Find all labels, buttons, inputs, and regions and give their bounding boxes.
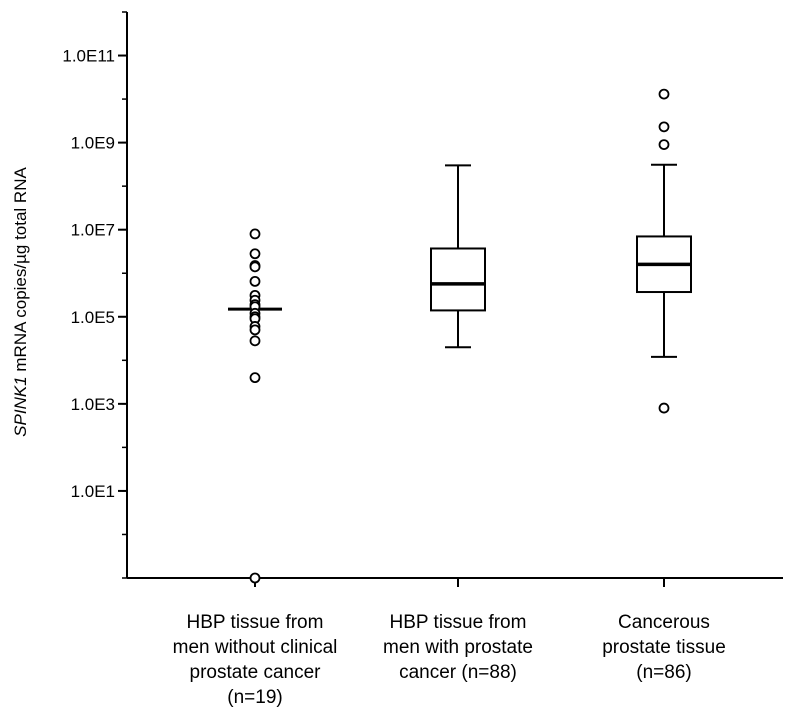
outlier-point bbox=[658, 88, 670, 100]
x-category-label-line: men with prostate bbox=[383, 637, 533, 658]
x-category-label-line: (n=19) bbox=[227, 687, 282, 708]
outlier-point bbox=[249, 261, 261, 273]
x-category-label: HBP tissue from men without clinical prost… bbox=[173, 612, 338, 708]
outlier-point bbox=[658, 139, 670, 151]
y-tick-label: 1.0E11 bbox=[62, 47, 115, 66]
y-tick-label: 1.0E5 bbox=[71, 308, 115, 327]
box-group bbox=[636, 88, 692, 414]
y-tick-label: 1.0E3 bbox=[71, 395, 115, 414]
outlier-point bbox=[249, 275, 261, 287]
outlier-point bbox=[249, 228, 261, 240]
outlier-point bbox=[249, 324, 261, 336]
x-category-label-line: prostate cancer bbox=[190, 662, 322, 683]
box-iqr bbox=[430, 247, 486, 312]
x-axis-category-labels: HBP tissue from men without clinical prost… bbox=[173, 612, 726, 708]
outlier-point bbox=[249, 335, 261, 347]
outlier-point bbox=[658, 121, 670, 133]
outlier-point bbox=[249, 372, 261, 384]
outlier-point bbox=[249, 248, 261, 260]
outlier-point bbox=[249, 572, 261, 584]
x-category-label-line: HBP tissue from bbox=[390, 612, 527, 633]
x-category-label: HBP tissue from men with prostate cancer (… bbox=[383, 612, 533, 683]
x-category-label-line: cancer (n=88) bbox=[399, 662, 517, 683]
y-tick-label: 1.0E7 bbox=[71, 221, 115, 240]
x-category-label-line: prostate tissue bbox=[602, 637, 726, 658]
x-category-label-line: Cancerous bbox=[618, 612, 710, 633]
x-category-label-line: men without clinical bbox=[173, 637, 338, 658]
box-group bbox=[430, 164, 486, 349]
y-tick-label: 1.0E1 bbox=[71, 482, 115, 501]
y-axis-title-gene: SPINK1 bbox=[11, 376, 30, 436]
outlier-point bbox=[658, 402, 670, 414]
x-category-label-line: (n=86) bbox=[636, 662, 691, 683]
y-axis-title: SPINK1 mRNA copies/µg total RNA bbox=[11, 167, 30, 437]
x-category-label: Cancerous prostate tissue (n=86) bbox=[602, 612, 726, 683]
y-axis-ticks: 1.0E1 1.0E3 1.0E5 1.0E7 1.0E9 1.0E11 bbox=[62, 47, 127, 501]
y-tick-label: 1.0E9 bbox=[71, 134, 115, 153]
box-series bbox=[228, 88, 692, 584]
y-axis-title-rest: mRNA copies/µg total RNA bbox=[11, 167, 30, 377]
x-category-label-line: HBP tissue from bbox=[187, 612, 324, 633]
box-group bbox=[228, 228, 282, 584]
